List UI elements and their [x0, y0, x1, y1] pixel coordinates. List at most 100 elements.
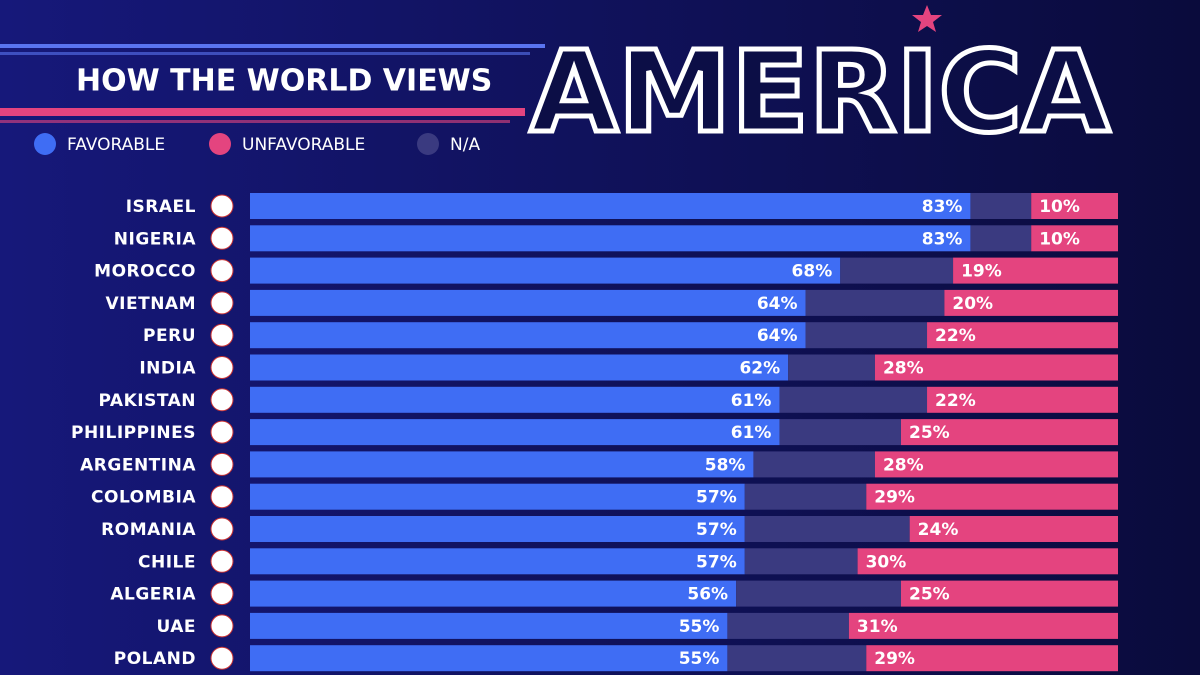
bar-favorable	[250, 483, 745, 510]
flag	[210, 194, 234, 218]
country-label: NIGERIA	[114, 229, 197, 249]
bar-unfavorable	[901, 580, 1118, 607]
bar-unfavorable	[944, 289, 1118, 316]
value-label: 24%	[918, 520, 959, 540]
bar-na	[779, 386, 928, 413]
value-label: 68%	[792, 262, 833, 282]
bar-favorable	[250, 516, 745, 542]
bar-favorable	[250, 193, 971, 219]
value-label: 57%	[696, 520, 737, 540]
decor-stripes	[0, 5, 942, 123]
value-label: 58%	[705, 455, 746, 475]
country-label: ARGENTINA	[80, 455, 196, 475]
flag	[210, 646, 234, 670]
bar-favorable	[250, 612, 728, 639]
flag	[210, 356, 234, 379]
legend-label: FAVORABLE	[67, 135, 165, 155]
value-label: 57%	[696, 552, 737, 572]
country-label: MOROCCO	[94, 262, 196, 282]
legend-label: N/A	[450, 135, 480, 155]
bar-na	[970, 193, 1032, 219]
flag	[210, 452, 234, 476]
value-label: 10%	[1039, 197, 1080, 217]
country-label: PHILIPPINES	[71, 423, 196, 443]
bar-na	[727, 645, 867, 672]
value-label: 30%	[866, 552, 907, 572]
legend-label: UNFAVORABLE	[242, 135, 365, 155]
value-label: 55%	[679, 649, 720, 669]
bar-unfavorable	[857, 548, 1118, 575]
bar-unfavorable	[866, 483, 1118, 510]
value-label: 19%	[961, 262, 1002, 282]
bar-favorable	[250, 548, 745, 575]
flag	[210, 614, 234, 638]
flag	[210, 517, 234, 541]
value-label: 64%	[757, 326, 798, 346]
value-label: 83%	[922, 197, 963, 217]
country-label: PAKISTAN	[99, 391, 196, 411]
value-label: 29%	[874, 488, 915, 508]
country-label: CHILE	[138, 552, 196, 572]
bar-na	[779, 419, 901, 446]
flag	[210, 259, 234, 283]
value-label: 28%	[883, 359, 924, 379]
value-label: 25%	[909, 585, 950, 605]
bar-unfavorable	[874, 354, 1118, 381]
value-label: 55%	[679, 617, 720, 637]
bar-favorable	[250, 451, 754, 478]
bar-unfavorable	[953, 257, 1118, 284]
country-label: COLOMBIA	[91, 488, 196, 508]
value-label: 20%	[952, 294, 993, 314]
bar-unfavorable	[1031, 193, 1118, 219]
bar-unfavorable	[901, 419, 1118, 446]
flag	[210, 226, 234, 250]
bar-favorable	[250, 645, 728, 672]
value-label: 62%	[739, 359, 780, 379]
bar-favorable	[250, 225, 971, 252]
legend-swatch	[34, 133, 56, 155]
flag	[210, 582, 234, 606]
flag	[210, 549, 234, 573]
value-label: 22%	[935, 391, 976, 411]
bar-unfavorable	[927, 386, 1118, 413]
value-label: 57%	[696, 488, 737, 508]
bar-unfavorable	[866, 645, 1118, 672]
bar-na	[805, 322, 928, 349]
bar-na	[753, 451, 875, 478]
bar-na	[736, 580, 901, 607]
flag	[210, 420, 234, 444]
bar-na	[744, 516, 910, 542]
bar-favorable	[250, 386, 780, 413]
flag	[210, 323, 234, 347]
country-label: ISRAEL	[126, 197, 196, 217]
chart-title: HOW THE WORLD VIEWS	[76, 64, 492, 99]
value-label: 28%	[883, 455, 924, 475]
value-label: 31%	[857, 617, 898, 637]
bar-unfavorable	[1031, 225, 1118, 252]
bar-unfavorable	[927, 322, 1118, 349]
bar-favorable	[250, 419, 780, 446]
bar-na	[805, 289, 945, 316]
value-label: 61%	[731, 391, 772, 411]
value-label: 64%	[757, 294, 798, 314]
legend-swatch	[209, 133, 231, 155]
value-label: 25%	[909, 423, 950, 443]
country-label: ROMANIA	[101, 520, 196, 540]
value-label: 22%	[935, 326, 976, 346]
value-label: 29%	[874, 649, 915, 669]
country-label: INDIA	[139, 359, 196, 379]
bar-na	[788, 354, 875, 381]
value-label: 56%	[687, 585, 728, 605]
value-label: 10%	[1039, 229, 1080, 249]
legend-swatch	[417, 133, 439, 155]
country-label: ALGERIA	[110, 585, 196, 605]
bar-na	[744, 548, 858, 575]
country-label: VIETNAM	[106, 294, 197, 314]
bar-favorable	[250, 354, 789, 381]
chart-subtitle: AMERICA	[530, 28, 1110, 158]
bar-unfavorable	[874, 451, 1118, 478]
value-label: 83%	[922, 229, 963, 249]
bar-unfavorable	[909, 516, 1118, 542]
country-label: UAE	[156, 617, 196, 637]
